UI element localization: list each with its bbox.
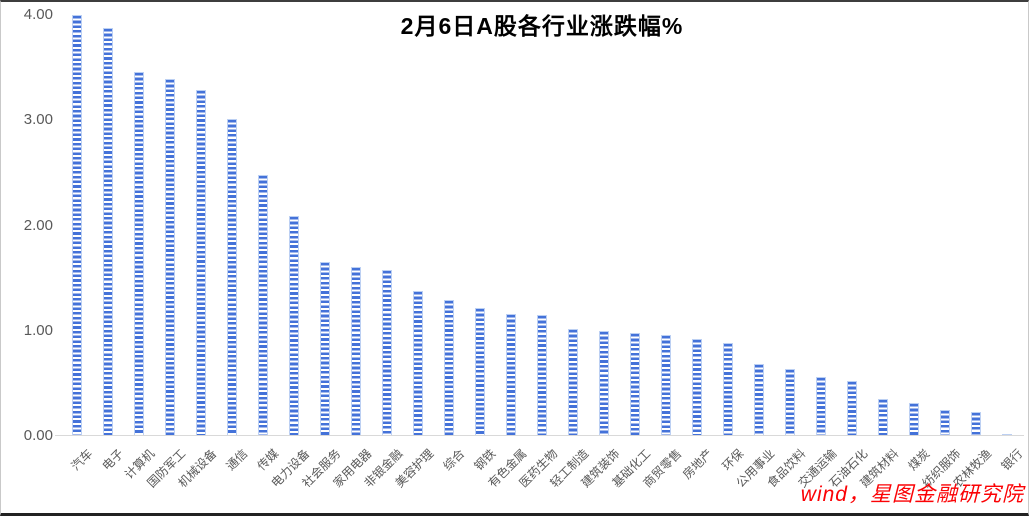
bar-4 [164, 79, 175, 436]
bar-23 [754, 364, 765, 436]
bar-3 [133, 71, 144, 436]
bar-31 [1002, 433, 1013, 436]
x-axis-label: 银行 [998, 446, 1026, 474]
bar-24 [785, 368, 796, 436]
y-axis-tick-label: 3.00 [23, 111, 53, 129]
x-axis-line [55, 435, 1024, 436]
bar-20 [661, 334, 672, 436]
bar-22 [723, 343, 734, 436]
y-axis-tick-label: 0.00 [23, 427, 53, 444]
y-axis-tick-label: 1.00 [23, 321, 53, 339]
y-axis-tick-label: 2.00 [23, 216, 53, 234]
bar-15 [505, 313, 516, 436]
bar-7 [257, 174, 268, 436]
bar-19 [630, 332, 641, 436]
bar-2 [102, 27, 113, 436]
bar-13 [443, 300, 454, 436]
bar-29 [940, 409, 951, 436]
bar-17 [568, 328, 579, 436]
bar-16 [537, 314, 547, 436]
bar-12 [412, 290, 423, 436]
bar-28 [909, 403, 920, 436]
bar-30 [971, 411, 982, 436]
bar-11 [381, 269, 392, 436]
bar-21 [692, 339, 703, 436]
bar-6 [226, 119, 237, 436]
bar-18 [599, 330, 610, 436]
bar-27 [878, 399, 889, 436]
y-axis-tick-label: 4.00 [23, 6, 53, 23]
source-note: wind，星图金融研究院 [800, 483, 1024, 506]
bar-10 [350, 266, 361, 436]
bar-8 [288, 216, 299, 436]
bar-1 [71, 15, 82, 436]
bar-26 [847, 381, 858, 436]
bar-9 [319, 262, 330, 436]
bar-25 [816, 377, 827, 436]
chart-title: 2月6日A股各行业涨跌幅% [400, 13, 684, 39]
bar-5 [195, 89, 206, 436]
bar-14 [474, 307, 485, 436]
plot-area [61, 15, 1023, 436]
